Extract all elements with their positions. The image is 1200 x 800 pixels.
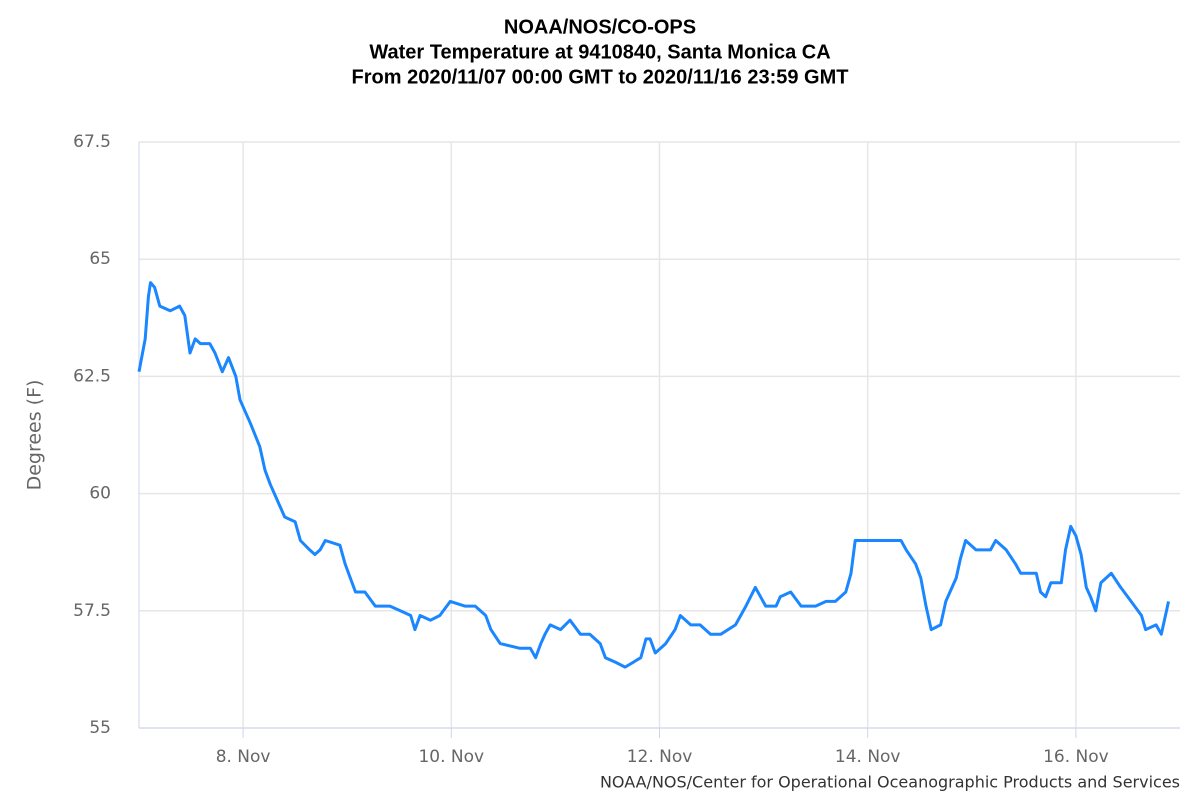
y-axis-label: Degrees (F) [24, 380, 46, 491]
x-tick-label: 12. Nov [627, 747, 693, 767]
credits: NOAA/NOS/Center for Operational Oceanogr… [600, 773, 1180, 792]
x-tick-label: 8. Nov [216, 747, 271, 767]
chart-title: Water Temperature at 9410840, Santa Moni… [369, 41, 830, 63]
x-tick-label: 10. Nov [418, 747, 484, 767]
x-tick-label: 16. Nov [1043, 747, 1109, 767]
y-tick-label: 65 [89, 249, 111, 269]
y-tick-label: 67.5 [73, 132, 111, 152]
y-tick-label: 60 [89, 484, 111, 504]
chart-title: From 2020/11/07 00:00 GMT to 2020/11/16 … [352, 66, 849, 88]
y-tick-label: 62.5 [73, 366, 111, 386]
y-tick-label: 57.5 [73, 601, 111, 621]
chart-title: NOAA/NOS/CO-OPS [504, 16, 696, 38]
y-tick-label: 55 [89, 718, 111, 738]
x-tick-label: 14. Nov [835, 747, 901, 767]
data-line [137, 281, 1170, 669]
